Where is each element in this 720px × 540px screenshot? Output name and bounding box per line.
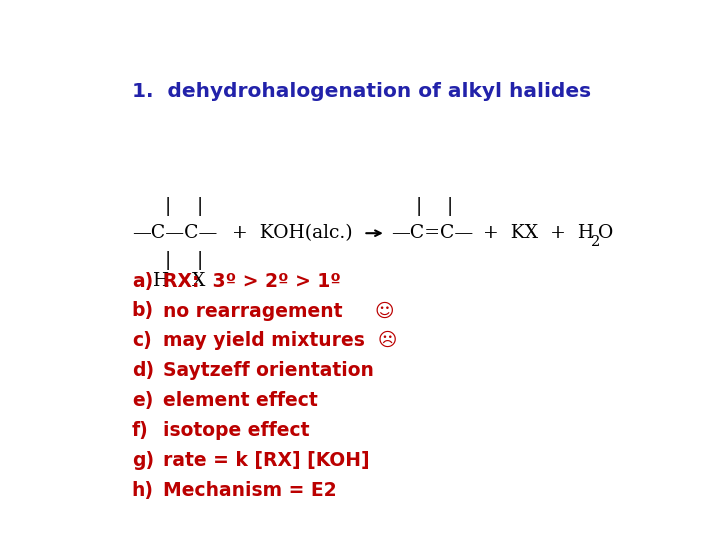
Text: isotope effect: isotope effect <box>163 421 309 440</box>
Text: Mechanism = E2: Mechanism = E2 <box>163 481 336 500</box>
Text: |: | <box>197 197 203 215</box>
Text: +  KX  +  H: + KX + H <box>483 224 595 242</box>
Text: a): a) <box>132 272 153 291</box>
Text: |: | <box>165 197 171 215</box>
Text: may yield mixtures  ☹: may yield mixtures ☹ <box>163 332 397 350</box>
Text: RX:  3º > 2º > 1º: RX: 3º > 2º > 1º <box>163 272 341 291</box>
Text: rate = k [RX] [KOH]: rate = k [RX] [KOH] <box>163 451 369 470</box>
Text: h): h) <box>132 481 154 500</box>
Text: Saytzeff orientation: Saytzeff orientation <box>163 361 374 380</box>
Text: H: H <box>153 272 169 290</box>
Text: 2: 2 <box>590 235 600 249</box>
Text: e): e) <box>132 392 153 410</box>
Text: |: | <box>416 197 423 215</box>
Text: O: O <box>598 224 613 242</box>
Text: 1.  dehydrohalogenation of alkyl halides: 1. dehydrohalogenation of alkyl halides <box>132 82 591 102</box>
Text: g): g) <box>132 451 154 470</box>
Text: |: | <box>197 251 203 269</box>
Text: |: | <box>447 197 453 215</box>
Text: —C—C—: —C—C— <box>132 224 217 242</box>
Text: element effect: element effect <box>163 392 318 410</box>
Text: X: X <box>192 272 205 290</box>
Text: no rearragement     ☺: no rearragement ☺ <box>163 301 394 321</box>
Text: c): c) <box>132 332 152 350</box>
Text: f): f) <box>132 421 148 440</box>
Text: +  KOH(alc.): + KOH(alc.) <box>233 224 353 242</box>
Text: b): b) <box>132 301 154 320</box>
Text: |: | <box>165 251 171 269</box>
Text: d): d) <box>132 361 154 380</box>
Text: —C=C—: —C=C— <box>392 224 474 242</box>
